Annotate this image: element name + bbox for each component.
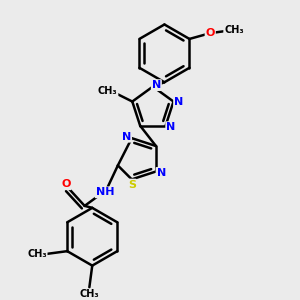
Text: N: N — [152, 80, 161, 90]
Text: N: N — [174, 97, 183, 106]
Text: N: N — [166, 122, 176, 132]
Text: CH₃: CH₃ — [27, 249, 47, 259]
Text: CH₃: CH₃ — [80, 290, 99, 299]
Text: O: O — [61, 179, 70, 189]
Text: N: N — [122, 132, 131, 142]
Text: CH₃: CH₃ — [224, 25, 244, 35]
Text: N: N — [157, 168, 166, 178]
Text: S: S — [128, 180, 136, 190]
Text: NH: NH — [96, 187, 114, 197]
Text: CH₃: CH₃ — [98, 86, 118, 96]
Text: O: O — [206, 28, 215, 38]
